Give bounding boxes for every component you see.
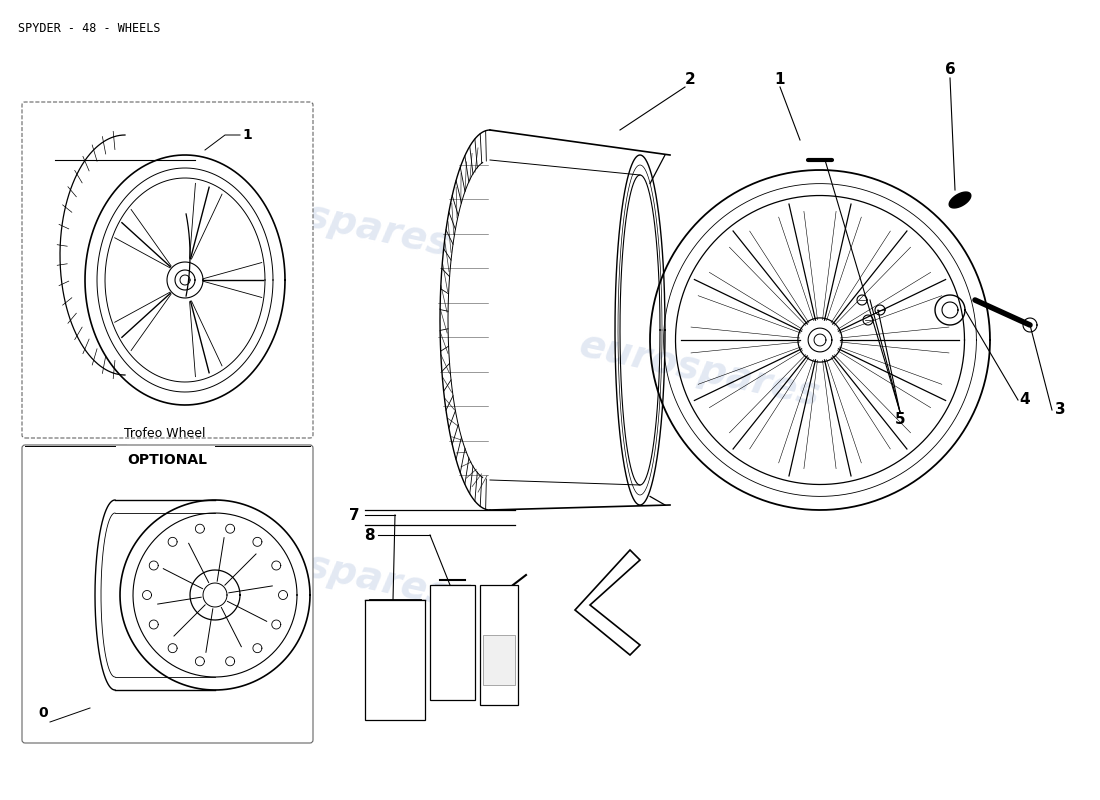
Polygon shape [857,295,867,305]
Text: 6: 6 [945,62,956,78]
Text: 4: 4 [1020,393,1031,407]
Bar [430,585,475,700]
Bar [483,635,515,685]
Text: 2: 2 [684,73,695,87]
Text: 7: 7 [350,507,360,522]
Bar [365,600,425,720]
Polygon shape [864,315,873,325]
Polygon shape [814,334,826,346]
FancyBboxPatch shape [22,445,313,743]
Text: 5: 5 [894,413,905,427]
Polygon shape [949,192,971,208]
Text: Trofeo Wheel: Trofeo Wheel [124,427,206,440]
Text: 1: 1 [242,128,252,142]
Text: 1: 1 [774,73,785,87]
Text: 8: 8 [364,527,375,542]
Polygon shape [1023,318,1037,332]
Text: 3: 3 [1055,402,1065,418]
Polygon shape [575,550,640,655]
Text: eurospares: eurospares [206,176,454,264]
Text: OPTIONAL: OPTIONAL [128,453,208,467]
Text: eurospares: eurospares [576,326,824,414]
Text: 0: 0 [39,706,47,720]
Text: SPYDER - 48 - WHEELS: SPYDER - 48 - WHEELS [18,22,161,35]
Text: eurospares: eurospares [206,526,454,614]
Polygon shape [874,305,886,315]
Bar [480,585,518,705]
FancyBboxPatch shape [22,102,313,438]
